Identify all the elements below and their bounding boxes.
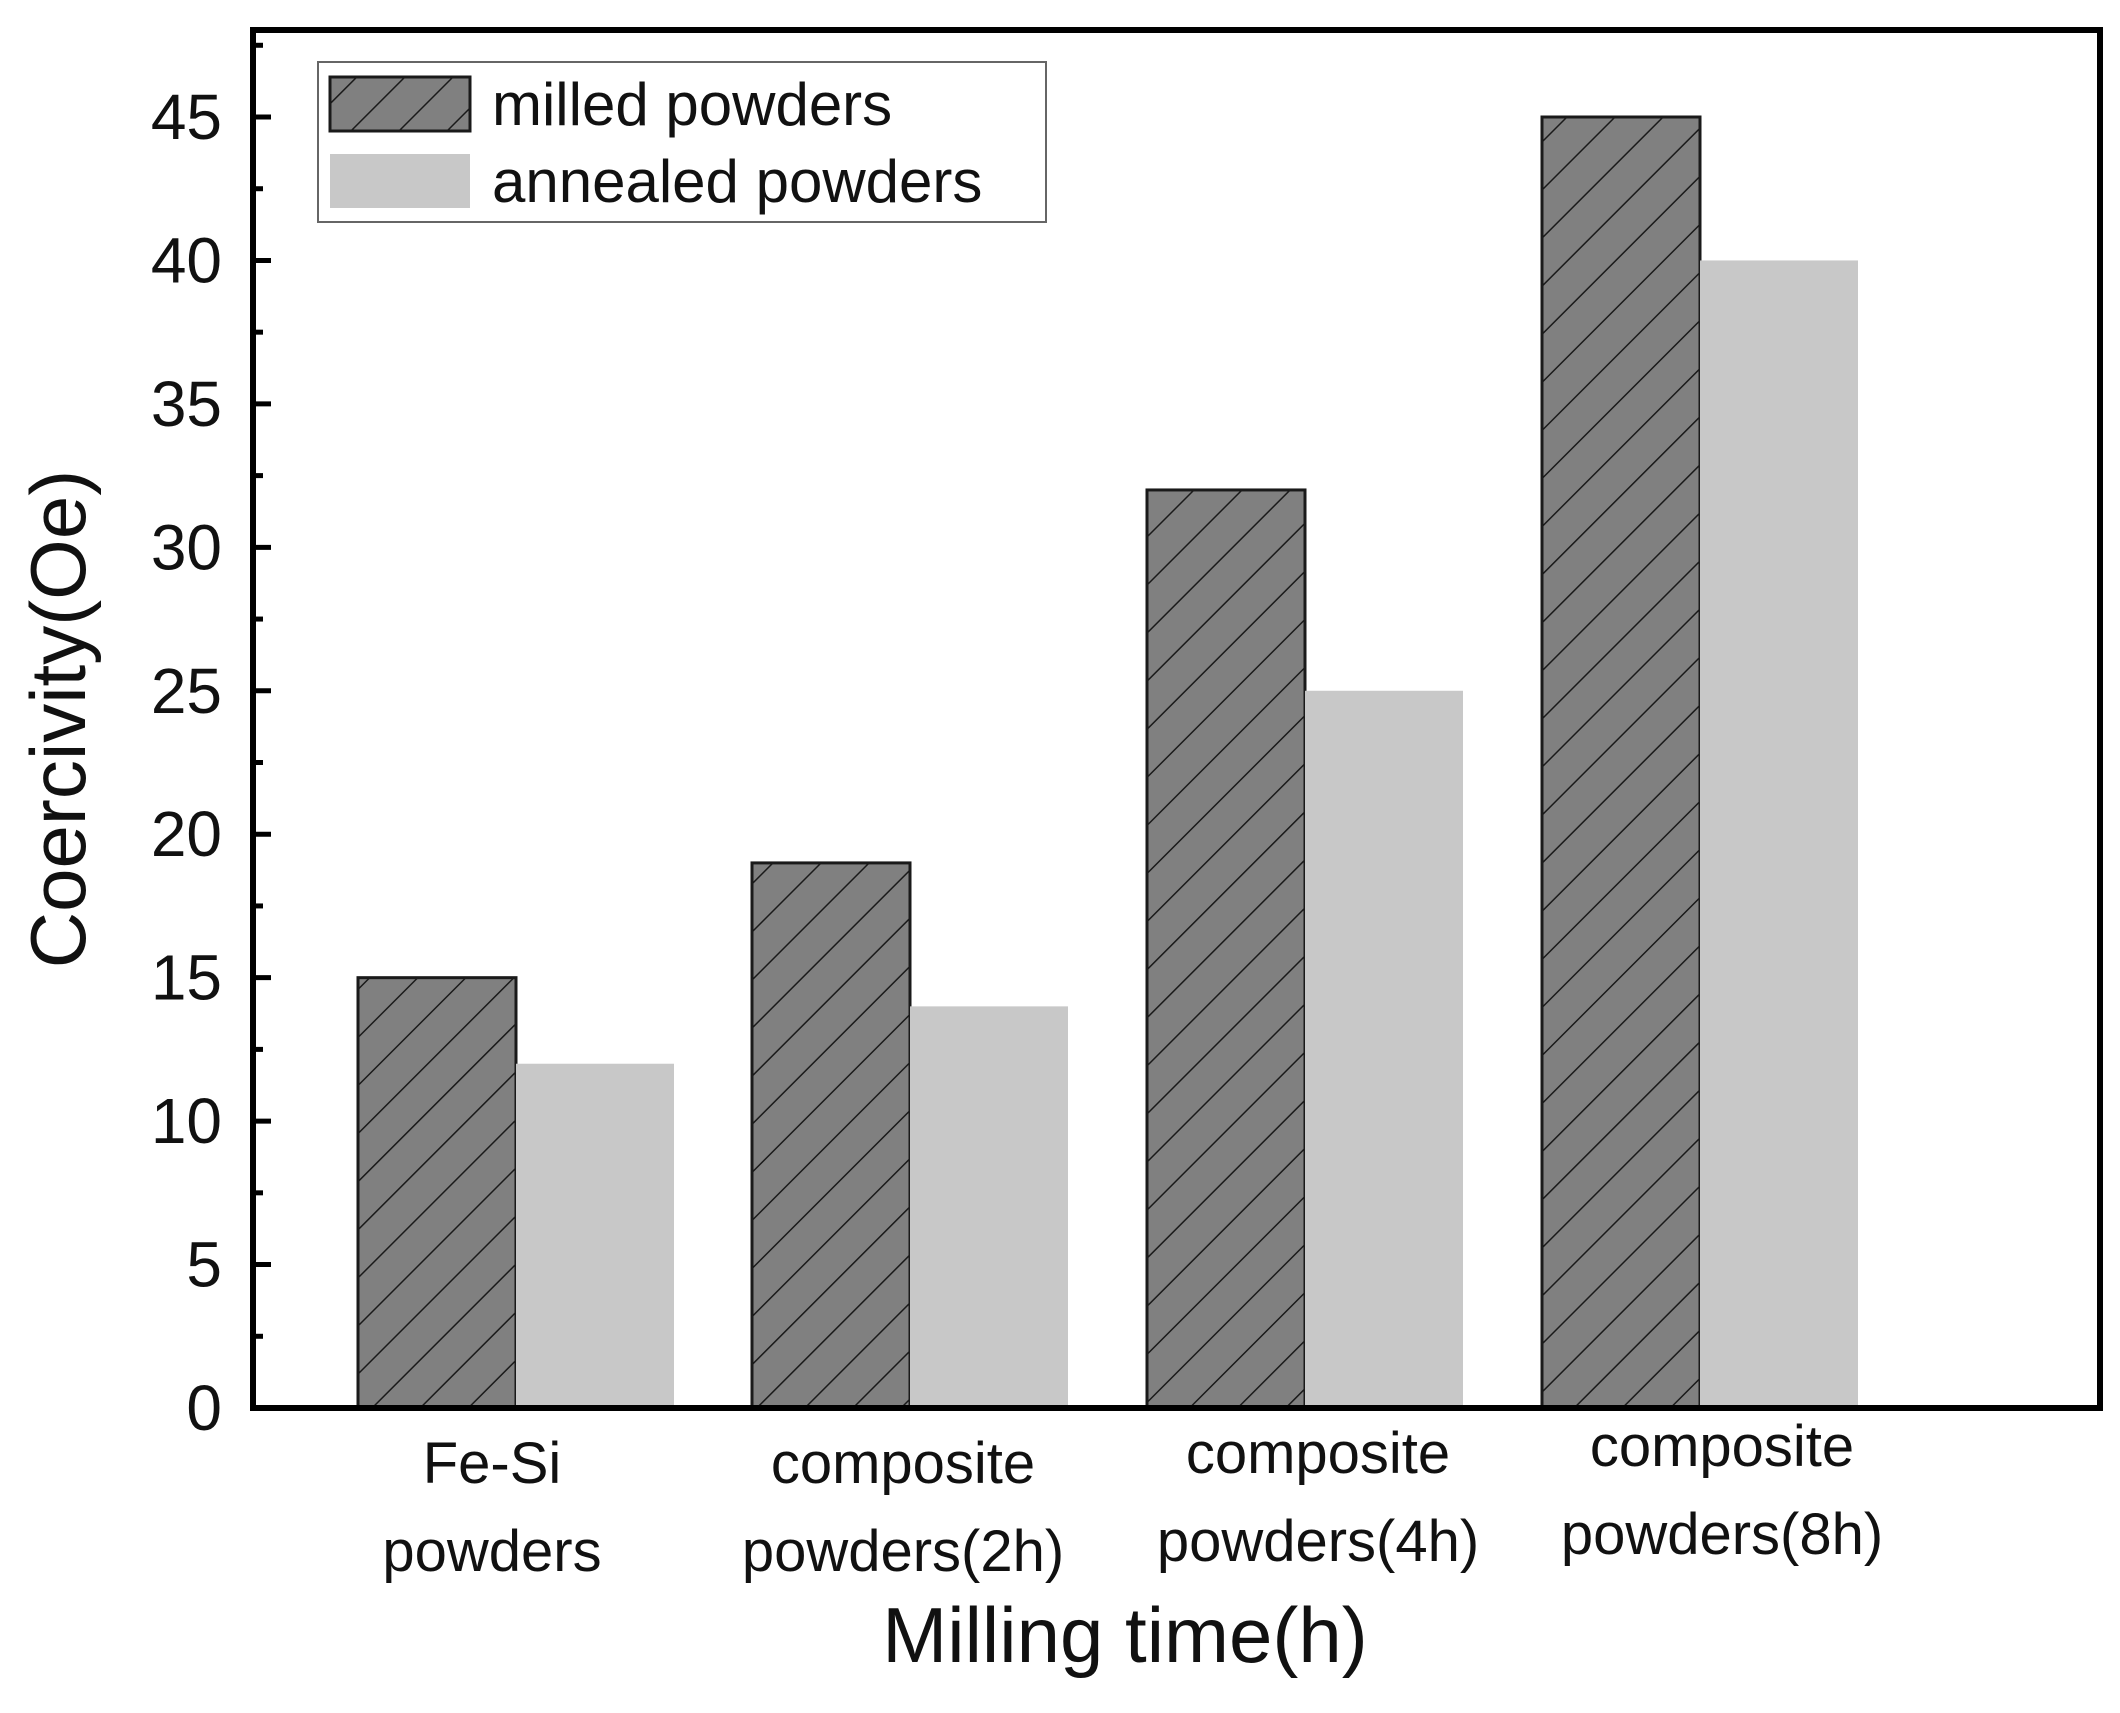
y-tick-label: 35	[151, 368, 222, 440]
legend: milled powders annealed powders	[317, 61, 1047, 223]
x-axis: Fe-Si powders composite powders(2h) composit…	[382, 1414, 1883, 1584]
plot-area-frame	[250, 27, 2103, 1411]
y-tick-label: 20	[151, 798, 222, 870]
y-tick-label: 10	[151, 1085, 222, 1157]
bar-milled-powders	[1145, 488, 1307, 1410]
x-axis-title: Milling time(h)	[882, 1591, 1367, 1679]
bar-milled-powders	[1540, 115, 1702, 1410]
y-axis-title: Coercivity(Oe)	[14, 470, 102, 968]
legend-label-milled-powders: milled powders	[492, 71, 892, 138]
bar-milled-powders	[750, 861, 912, 1410]
legend-label-annealed-powders: annealed powders	[492, 148, 982, 215]
x-category-label: composite	[1590, 1414, 1854, 1479]
legend-swatch-milled-powders	[328, 75, 472, 133]
x-category-label: composite	[1186, 1421, 1450, 1486]
bar-milled-powders	[356, 976, 518, 1410]
bar-annealed-powders	[1305, 690, 1463, 1408]
bar-annealed-powders	[516, 1063, 674, 1408]
bar-annealed-powders	[1700, 260, 1858, 1408]
x-category-label: powders(4h)	[1157, 1509, 1479, 1574]
x-category-label: powders(2h)	[742, 1519, 1064, 1584]
x-category-label: Fe-Si	[423, 1431, 562, 1496]
bar-annealed-powders	[910, 1006, 1068, 1408]
x-category-label: powders(8h)	[1561, 1502, 1883, 1567]
y-axis: 0 5 10 15 20 25 30 35 40 45	[151, 42, 271, 1444]
y-tick-label: 5	[186, 1229, 222, 1301]
y-tick-label: 0	[186, 1372, 222, 1444]
x-category-label: composite	[771, 1431, 1035, 1496]
legend-swatch-annealed-powders	[330, 154, 470, 208]
y-tick-label: 40	[151, 224, 222, 296]
y-tick-label: 25	[151, 655, 222, 727]
bars-layer	[356, 115, 1858, 1410]
y-tick-label: 30	[151, 511, 222, 583]
y-tick-label: 45	[151, 81, 222, 153]
y-tick-label: 15	[151, 942, 222, 1014]
x-category-label: powders	[382, 1519, 601, 1584]
